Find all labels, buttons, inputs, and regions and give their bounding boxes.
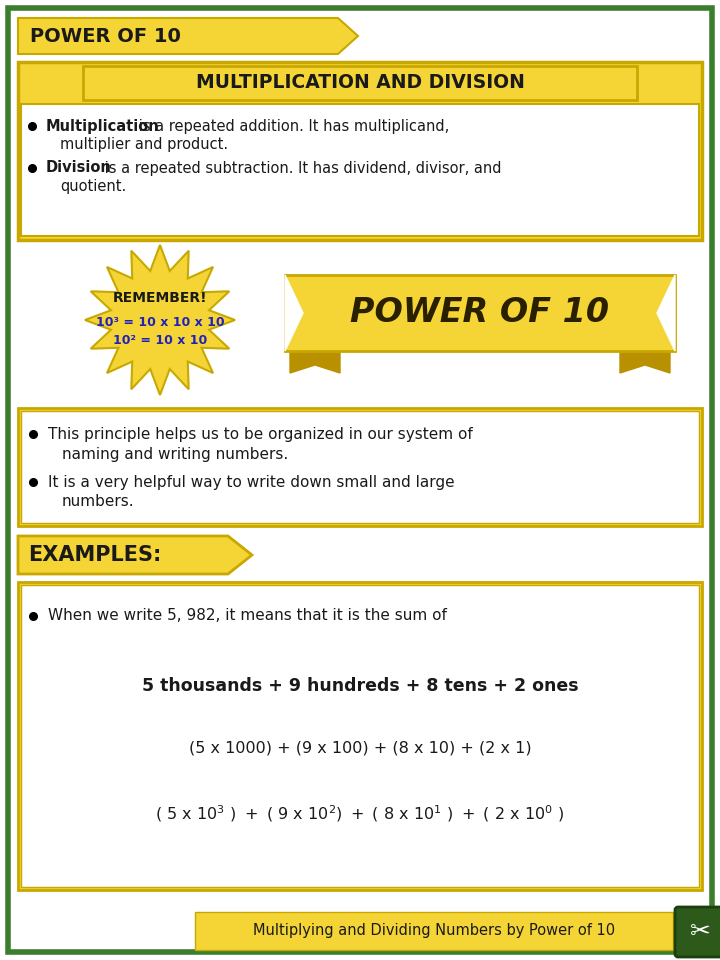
Polygon shape	[285, 275, 303, 351]
Text: When we write 5, 982, it means that it is the sum of: When we write 5, 982, it means that it i…	[48, 609, 447, 623]
FancyBboxPatch shape	[18, 62, 702, 240]
Text: is a repeated subtraction. It has dividend, divisor, and: is a repeated subtraction. It has divide…	[100, 160, 502, 176]
Polygon shape	[620, 351, 670, 373]
FancyBboxPatch shape	[21, 104, 699, 236]
FancyBboxPatch shape	[18, 408, 702, 526]
FancyBboxPatch shape	[195, 912, 673, 950]
FancyBboxPatch shape	[18, 582, 702, 890]
Text: 10³ = 10 x 10 x 10: 10³ = 10 x 10 x 10	[96, 316, 225, 328]
FancyBboxPatch shape	[21, 585, 699, 887]
FancyBboxPatch shape	[675, 907, 720, 957]
Text: It is a very helpful way to write down small and large: It is a very helpful way to write down s…	[48, 474, 454, 490]
Text: naming and writing numbers.: naming and writing numbers.	[62, 446, 288, 462]
Polygon shape	[85, 245, 235, 395]
Text: numbers.: numbers.	[62, 494, 135, 510]
Polygon shape	[290, 351, 340, 373]
Polygon shape	[657, 275, 675, 351]
Text: quotient.: quotient.	[60, 179, 126, 194]
FancyBboxPatch shape	[285, 275, 675, 351]
Text: (5 x 1000) + (9 x 100) + (8 x 10) + (2 x 1): (5 x 1000) + (9 x 100) + (8 x 10) + (2 x…	[189, 740, 531, 756]
Text: Multiplying and Dividing Numbers by Power of 10: Multiplying and Dividing Numbers by Powe…	[253, 924, 615, 939]
Text: ✂: ✂	[690, 920, 711, 944]
Polygon shape	[18, 18, 358, 54]
Polygon shape	[18, 536, 252, 574]
Text: This principle helps us to be organized in our system of: This principle helps us to be organized …	[48, 426, 473, 442]
Text: REMEMBER!: REMEMBER!	[113, 291, 207, 305]
Text: multiplier and product.: multiplier and product.	[60, 136, 228, 152]
Text: 5 thousands + 9 hundreds + 8 tens + 2 ones: 5 thousands + 9 hundreds + 8 tens + 2 on…	[142, 677, 578, 695]
Text: POWER OF 10: POWER OF 10	[351, 297, 610, 329]
FancyBboxPatch shape	[21, 411, 699, 523]
Text: POWER OF 10: POWER OF 10	[30, 27, 181, 45]
Text: 10² = 10 x 10: 10² = 10 x 10	[113, 333, 207, 347]
Text: $( \ 5 \ \mathregular{x} \ 10^{3} \ ) \ + \ ( \ 9 \ \mathregular{x} \ 10^{2}) \ : $( \ 5 \ \mathregular{x} \ 10^{3} \ ) \ …	[156, 804, 564, 825]
FancyBboxPatch shape	[8, 8, 712, 952]
Text: Division: Division	[46, 160, 112, 176]
Text: EXAMPLES:: EXAMPLES:	[28, 545, 161, 565]
FancyBboxPatch shape	[83, 66, 637, 100]
Text: is a repeated addition. It has multiplicand,: is a repeated addition. It has multiplic…	[134, 118, 449, 133]
Text: MULTIPLICATION AND DIVISION: MULTIPLICATION AND DIVISION	[196, 74, 524, 92]
Text: Multiplication: Multiplication	[46, 118, 160, 133]
